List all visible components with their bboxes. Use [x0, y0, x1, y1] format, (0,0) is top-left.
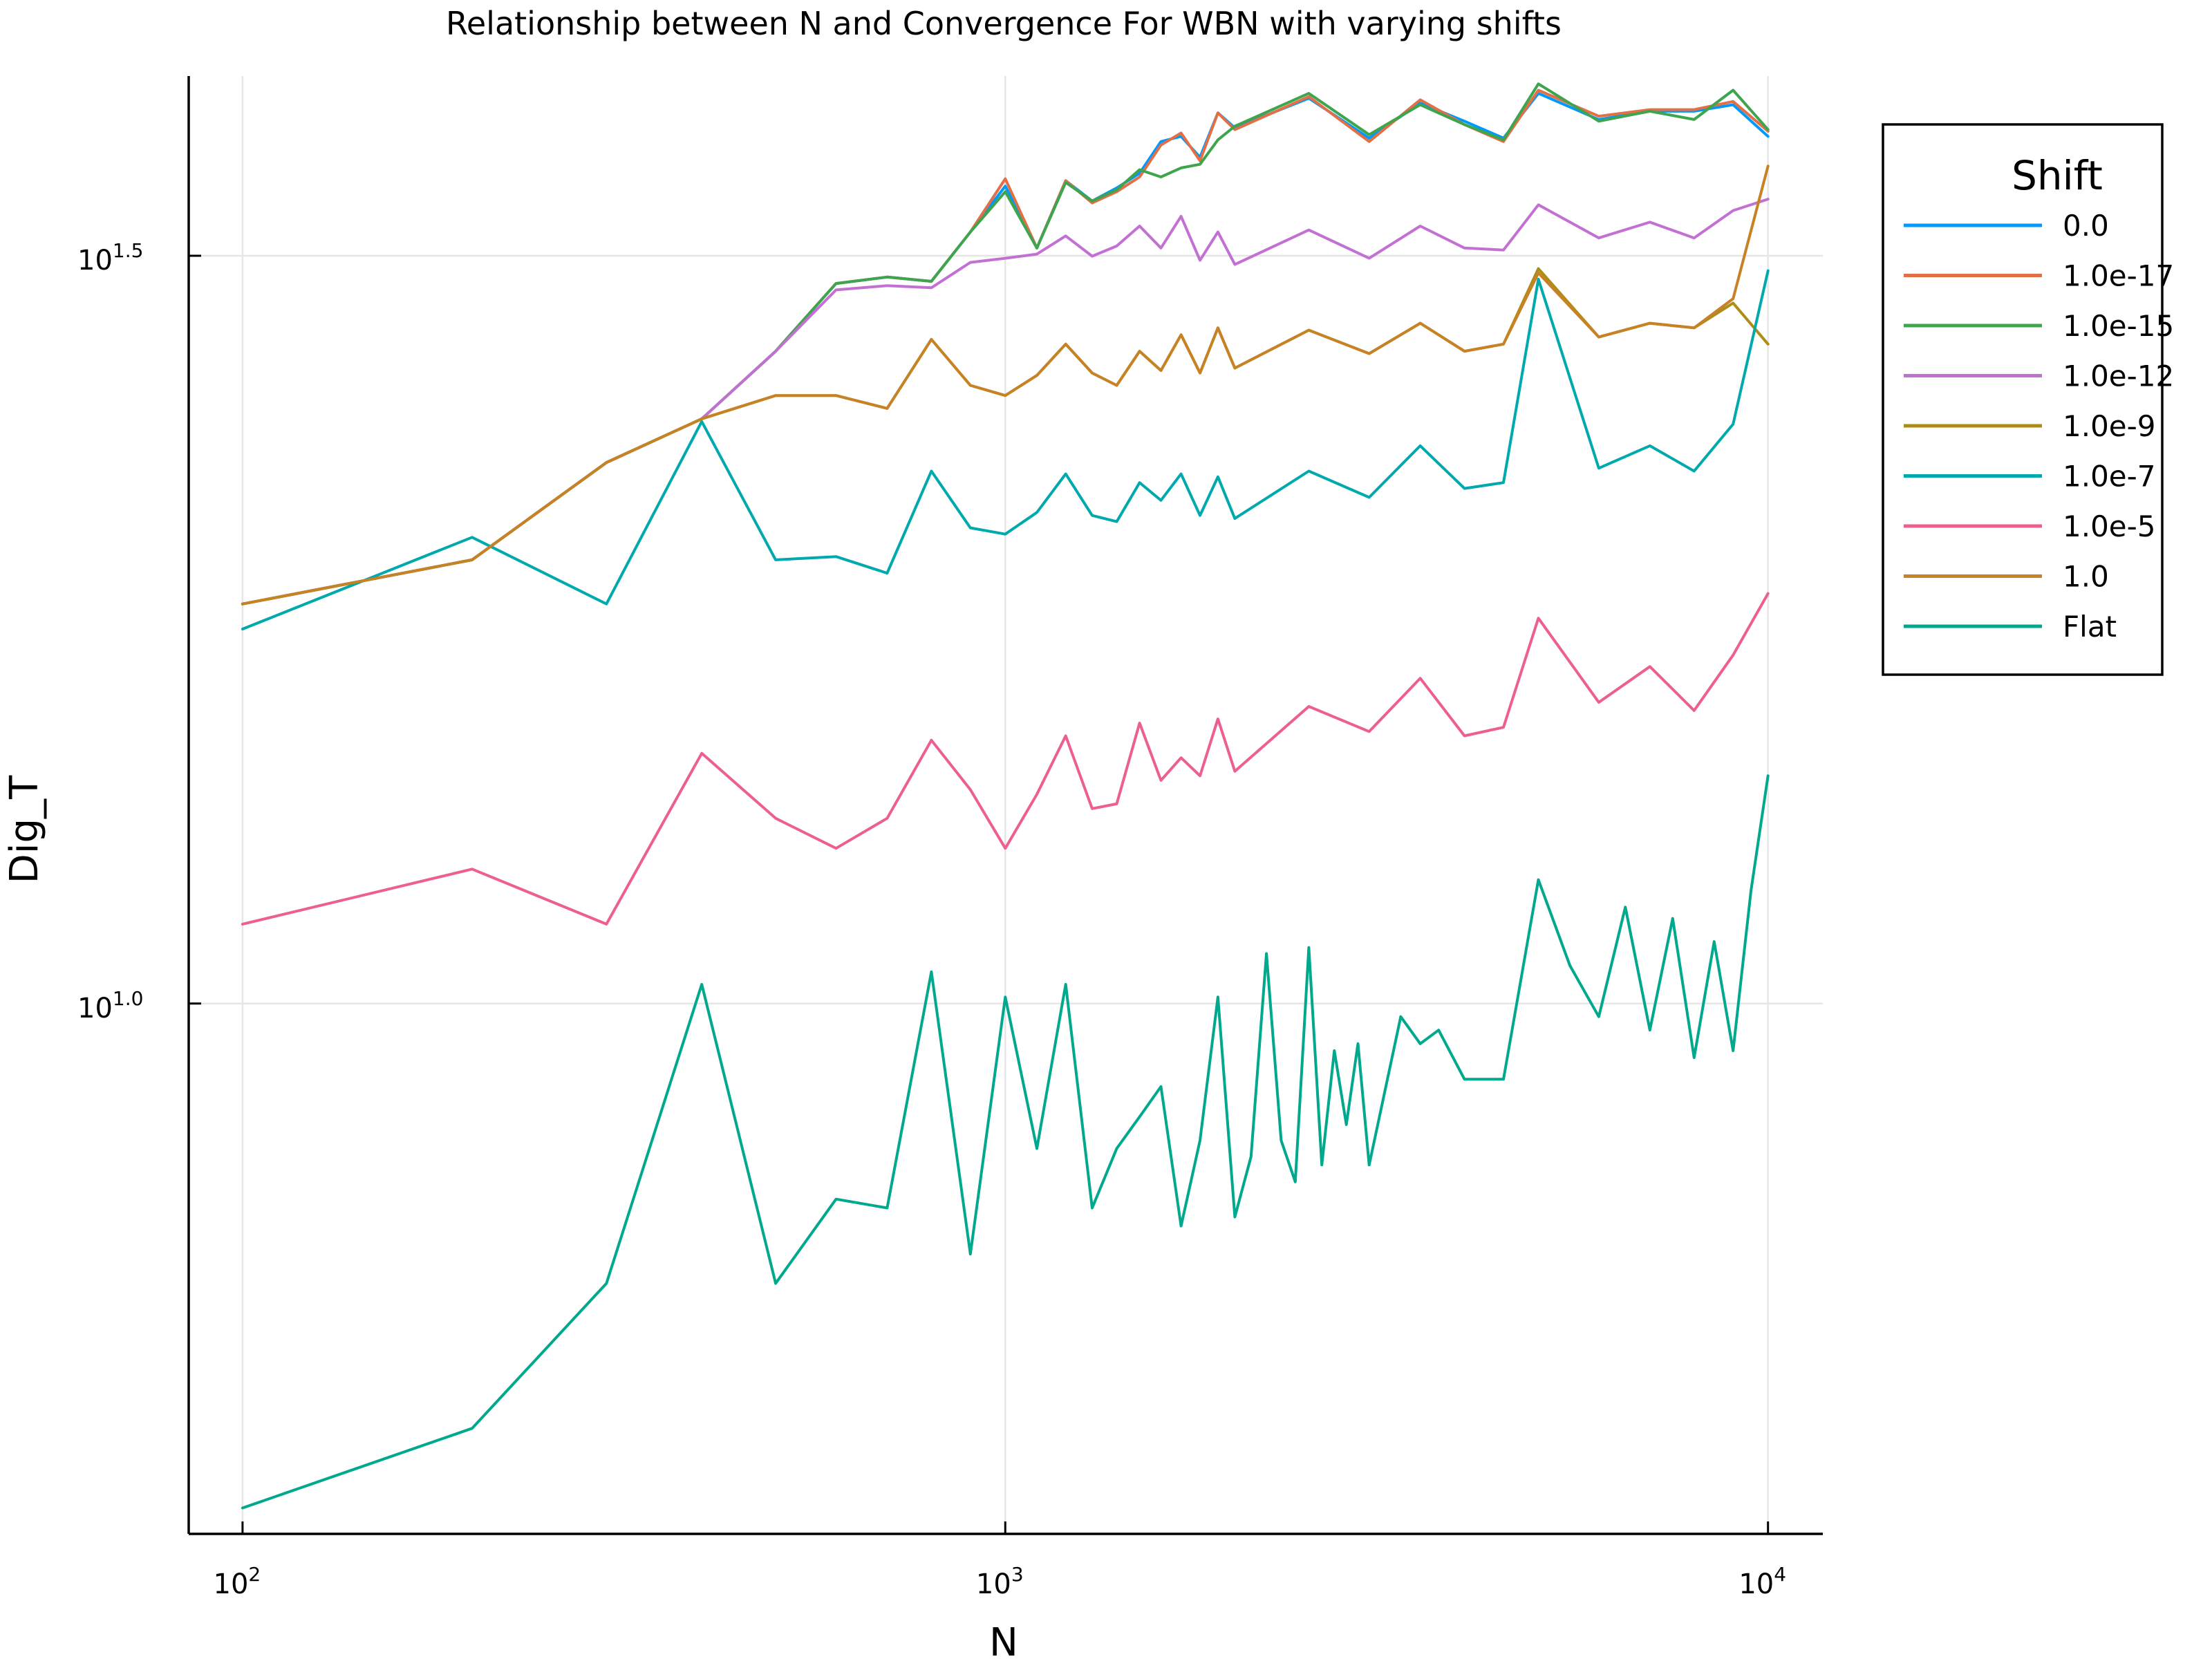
grid-lines — [189, 76, 1823, 1534]
x-tick-exponent: 3 — [1011, 1563, 1024, 1586]
x-tick-exponent: 2 — [248, 1563, 261, 1586]
x-tick-exponent: 4 — [1774, 1563, 1786, 1586]
legend-label: 1.0e-15 — [2063, 309, 2174, 343]
chart-title: Relationship between N and Convergence F… — [446, 5, 1562, 42]
legend-box — [1882, 123, 2164, 676]
x-tick-label: 102 — [214, 1563, 261, 1600]
y-tick-label: 101.5 — [77, 239, 143, 276]
y-tick-label: 101.0 — [77, 987, 143, 1024]
series-line-7 — [241, 165, 1770, 606]
series-line-8 — [241, 774, 1770, 1510]
legend-label: Flat — [2063, 610, 2117, 644]
y-tick-exponent: 1.0 — [113, 987, 144, 1010]
legend: Shift 0.0 1.0e-17 1.0e-15 1.0e-12 1.0e-9 1.0e… — [1882, 123, 2174, 676]
x-tick-base: 10 — [976, 1568, 1011, 1600]
x-tick-label: 103 — [976, 1563, 1024, 1600]
series-line-5 — [241, 269, 1770, 630]
y-tick-exponent: 1.5 — [113, 239, 144, 262]
legend-label: 1.0e-12 — [2063, 359, 2174, 393]
x-tick-base: 10 — [1738, 1568, 1774, 1600]
series-line-6 — [241, 592, 1770, 926]
legend-label: 0.0 — [2063, 209, 2109, 243]
legend-label: 1.0e-5 — [2063, 509, 2156, 543]
legend-label: 1.0e-17 — [2063, 259, 2174, 293]
legend-label: 1.0e-7 — [2063, 460, 2156, 494]
series-line-2 — [241, 82, 1770, 606]
x-axis-label: N — [989, 1620, 1018, 1659]
plot-series — [241, 82, 1770, 1510]
y-axis-label: Dig_T — [2, 775, 47, 883]
legend-items: 0.0 1.0e-17 1.0e-15 1.0e-12 1.0e-9 1.0e-7 1.0e… — [1904, 209, 2174, 644]
x-tick-base: 10 — [214, 1568, 249, 1600]
y-tick-base: 10 — [77, 245, 113, 276]
series-line-3 — [241, 198, 1770, 606]
legend-label: 1.0 — [2063, 560, 2109, 594]
x-tick-label: 104 — [1738, 1563, 1786, 1600]
y-tick-base: 10 — [77, 993, 113, 1024]
legend-label: 1.0e-9 — [2063, 409, 2156, 443]
legend-title: Shift — [2012, 152, 2103, 199]
